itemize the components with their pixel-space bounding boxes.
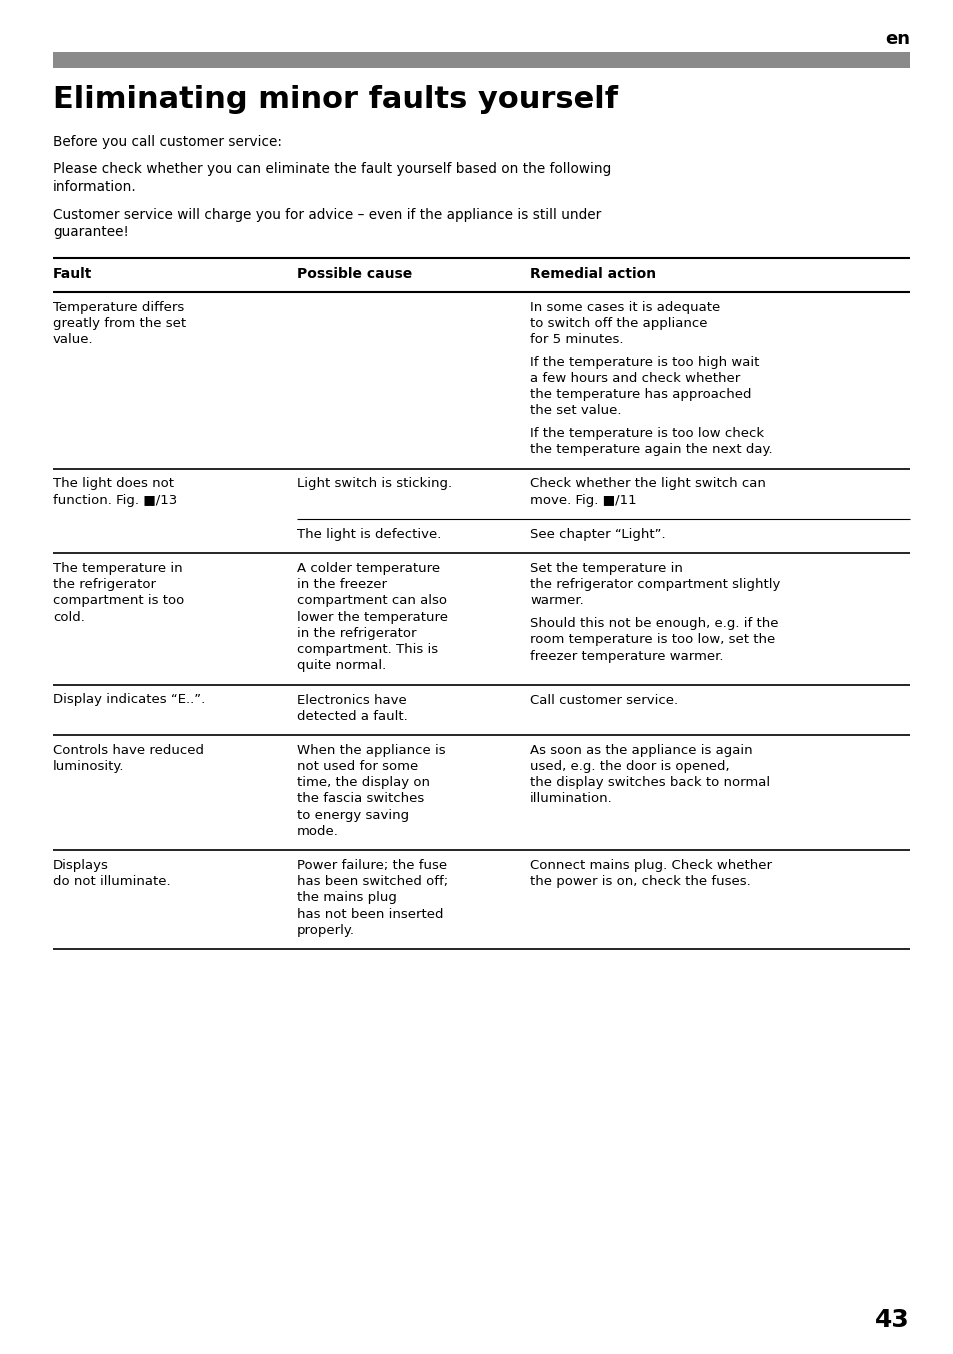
- Text: greatly from the set: greatly from the set: [53, 317, 186, 330]
- Bar: [53, 51, 909, 68]
- Text: Possible cause: Possible cause: [296, 267, 412, 280]
- Text: value.: value.: [53, 333, 93, 347]
- Text: Fault: Fault: [53, 267, 92, 280]
- Text: the display switches back to normal: the display switches back to normal: [530, 776, 769, 789]
- Text: warmer.: warmer.: [530, 594, 583, 608]
- Text: The light does not: The light does not: [53, 478, 173, 490]
- Text: used, e.g. the door is opened,: used, e.g. the door is opened,: [530, 760, 729, 773]
- Text: the temperature has approached: the temperature has approached: [530, 389, 751, 401]
- Text: in the freezer: in the freezer: [296, 578, 387, 592]
- Text: detected a fault.: detected a fault.: [296, 709, 407, 723]
- Text: room temperature is too low, set the: room temperature is too low, set the: [530, 634, 775, 646]
- Text: the refrigerator: the refrigerator: [53, 578, 156, 592]
- Text: Connect mains plug. Check whether: Connect mains plug. Check whether: [530, 858, 771, 872]
- Text: freezer temperature warmer.: freezer temperature warmer.: [530, 650, 722, 662]
- Text: Before you call customer service:: Before you call customer service:: [53, 135, 282, 149]
- Text: the temperature again the next day.: the temperature again the next day.: [530, 443, 772, 456]
- Text: Temperature differs: Temperature differs: [53, 301, 184, 314]
- Text: quite normal.: quite normal.: [296, 659, 386, 673]
- Text: Set the temperature in: Set the temperature in: [530, 562, 682, 575]
- Text: In some cases it is adequate: In some cases it is adequate: [530, 301, 720, 314]
- Text: information.: information.: [53, 180, 136, 194]
- Text: the set value.: the set value.: [530, 405, 620, 417]
- Text: Eliminating minor faults yourself: Eliminating minor faults yourself: [53, 85, 618, 114]
- Text: Electronics have: Electronics have: [296, 693, 406, 707]
- Text: See chapter “Light”.: See chapter “Light”.: [530, 528, 665, 540]
- Text: has been switched off;: has been switched off;: [296, 875, 448, 888]
- Text: If the temperature is too high wait: If the temperature is too high wait: [530, 356, 759, 368]
- Text: not used for some: not used for some: [296, 760, 417, 773]
- Text: move. Fig. ■/11: move. Fig. ■/11: [530, 494, 636, 506]
- Text: a few hours and check whether: a few hours and check whether: [530, 372, 740, 385]
- Text: Displays: Displays: [53, 858, 109, 872]
- Text: Display indicates “E..”.: Display indicates “E..”.: [53, 693, 205, 707]
- Text: Controls have reduced: Controls have reduced: [53, 743, 204, 757]
- Text: The light is defective.: The light is defective.: [296, 528, 441, 540]
- Text: guarantee!: guarantee!: [53, 225, 129, 240]
- Text: time, the display on: time, the display on: [296, 776, 430, 789]
- Text: When the appliance is: When the appliance is: [296, 743, 445, 757]
- Text: lower the temperature: lower the temperature: [296, 611, 448, 624]
- Text: Customer service will charge you for advice – even if the appliance is still und: Customer service will charge you for adv…: [53, 207, 600, 222]
- Text: As soon as the appliance is again: As soon as the appliance is again: [530, 743, 752, 757]
- Text: compartment is too: compartment is too: [53, 594, 184, 608]
- Text: Light switch is sticking.: Light switch is sticking.: [296, 478, 452, 490]
- Text: the refrigerator compartment slightly: the refrigerator compartment slightly: [530, 578, 780, 592]
- Text: A colder temperature: A colder temperature: [296, 562, 439, 575]
- Text: luminosity.: luminosity.: [53, 760, 125, 773]
- Text: Power failure; the fuse: Power failure; the fuse: [296, 858, 447, 872]
- Text: If the temperature is too low check: If the temperature is too low check: [530, 427, 763, 440]
- Text: to energy saving: to energy saving: [296, 808, 409, 822]
- Text: Remedial action: Remedial action: [530, 267, 656, 280]
- Text: Should this not be enough, e.g. if the: Should this not be enough, e.g. if the: [530, 617, 778, 630]
- Text: mode.: mode.: [296, 825, 338, 838]
- Text: The temperature in: The temperature in: [53, 562, 182, 575]
- Text: Call customer service.: Call customer service.: [530, 693, 678, 707]
- Text: to switch off the appliance: to switch off the appliance: [530, 317, 707, 330]
- Text: compartment. This is: compartment. This is: [296, 643, 437, 657]
- Text: en: en: [884, 30, 909, 47]
- Text: do not illuminate.: do not illuminate.: [53, 875, 171, 888]
- Text: the mains plug: the mains plug: [296, 891, 396, 904]
- Text: function. Fig. ■/13: function. Fig. ■/13: [53, 494, 177, 506]
- Text: illumination.: illumination.: [530, 792, 612, 806]
- Text: 43: 43: [874, 1308, 909, 1332]
- Text: Please check whether you can eliminate the fault yourself based on the following: Please check whether you can eliminate t…: [53, 162, 611, 176]
- Text: the fascia switches: the fascia switches: [296, 792, 424, 806]
- Text: Check whether the light switch can: Check whether the light switch can: [530, 478, 765, 490]
- Text: compartment can also: compartment can also: [296, 594, 447, 608]
- Text: cold.: cold.: [53, 611, 85, 624]
- Text: for 5 minutes.: for 5 minutes.: [530, 333, 623, 347]
- Text: has not been inserted: has not been inserted: [296, 907, 443, 921]
- Text: properly.: properly.: [296, 923, 355, 937]
- Text: in the refrigerator: in the refrigerator: [296, 627, 416, 640]
- Text: the power is on, check the fuses.: the power is on, check the fuses.: [530, 875, 750, 888]
